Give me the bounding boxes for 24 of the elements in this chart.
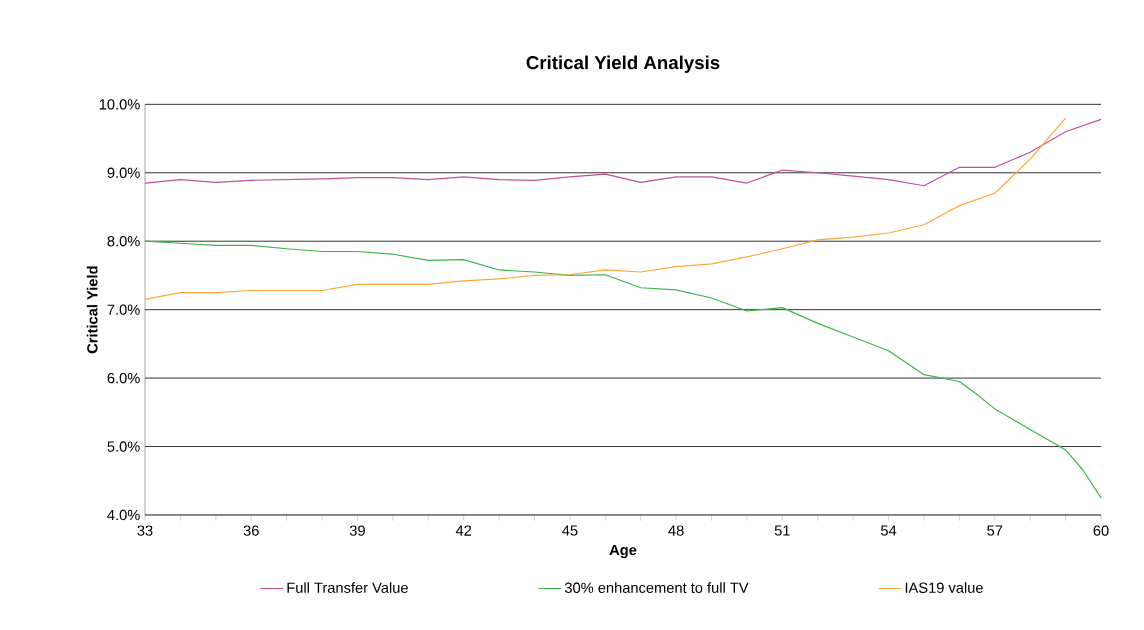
legend-label: Full Transfer Value — [287, 582, 408, 593]
x-axis-title: Age — [609, 544, 637, 559]
y-tick-label: 7.0% — [107, 304, 140, 315]
y-tick-label: 8.0% — [107, 236, 140, 247]
y-axis-title: Critical Yield — [86, 266, 98, 354]
chart-title: Critical Yield Analysis — [526, 55, 720, 73]
legend-label: IAS19 value — [905, 582, 983, 593]
y-tick-label: 5.0% — [107, 441, 140, 452]
y-tick-label: 9.0% — [107, 167, 140, 178]
x-tick-label: 48 — [668, 525, 684, 536]
y-tick-label: 6.0% — [107, 372, 140, 384]
x-tick-label: 33 — [137, 525, 153, 536]
x-tick-label: 42 — [455, 525, 472, 536]
line-series — [144, 240, 1102, 499]
legend-label: 30% enhancement to full TV — [564, 582, 749, 593]
x-tick-label: 54 — [880, 525, 897, 536]
x-tick-label: 51 — [774, 525, 790, 536]
x-tick-label: 36 — [243, 525, 259, 536]
y-tick-label: 4.0% — [107, 509, 140, 521]
x-tick-label: 57 — [987, 525, 1003, 536]
x-tick-label: 60 — [1093, 525, 1109, 536]
y-tick-label: 10.0% — [99, 99, 140, 110]
x-tick-label: 39 — [349, 525, 365, 536]
x-tick-label: 45 — [562, 525, 578, 536]
